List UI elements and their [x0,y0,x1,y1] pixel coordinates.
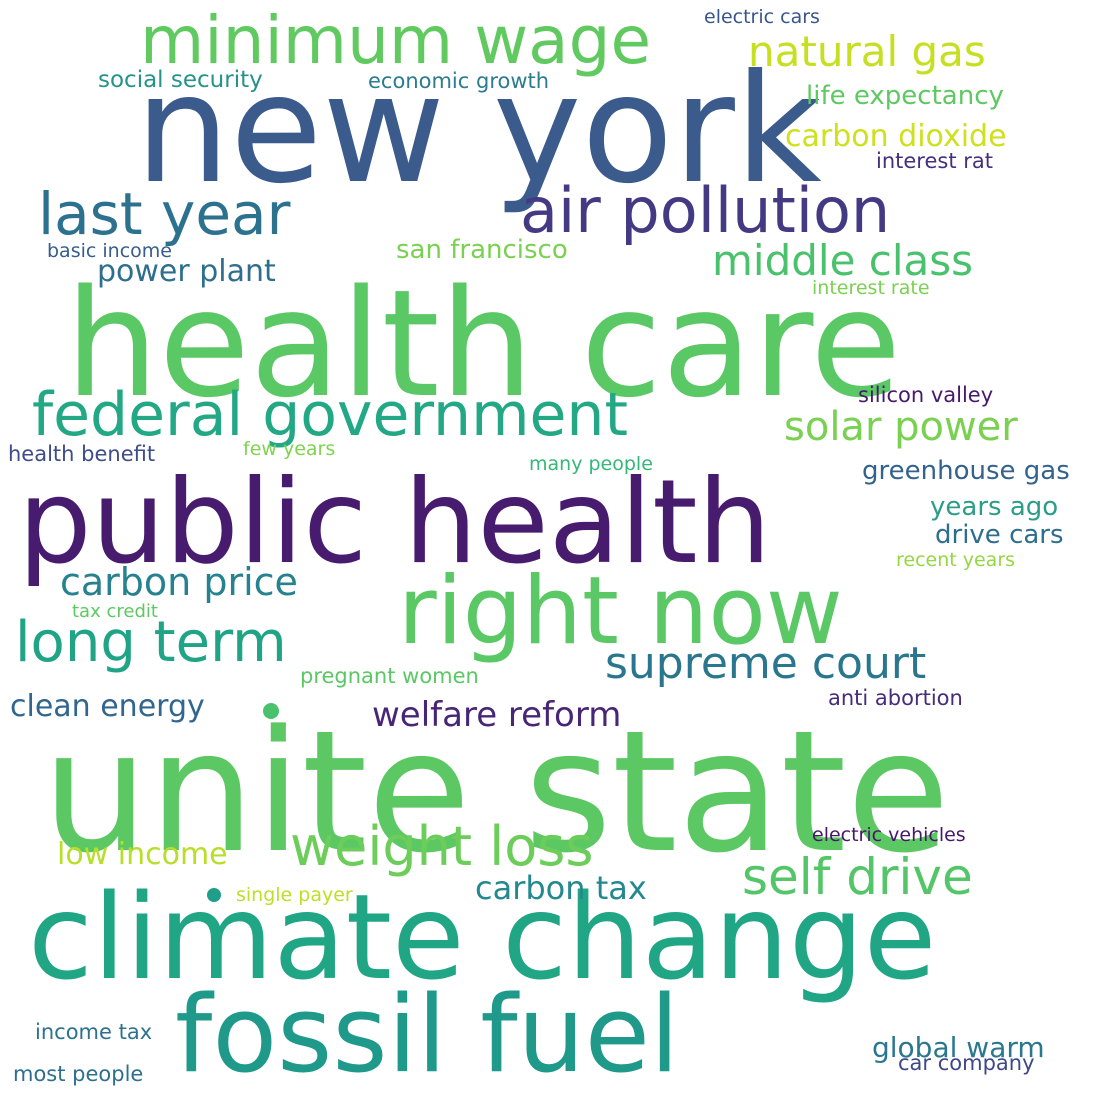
word-minimum-wage: minimum wage [140,2,652,79]
word-new-york: new york [135,43,822,217]
word-carbon-price: carbon price [60,560,298,604]
word-self-drive: self drive [742,848,973,906]
word-few-years: few years [243,438,336,460]
word-middle-class: middle class [712,236,974,285]
word-interest-rate: interest rate [812,277,930,299]
word-unite-state: unite state [42,694,950,890]
word-economic-growth: economic growth [368,69,550,93]
word-climate-change: climate change [28,868,937,1006]
word-solar-power: solar power [784,404,1018,450]
word-electric-vehicles: electric vehicles [812,824,966,846]
word-life-expectancy: life expectancy [806,81,1004,111]
word-federal-government: federal government [32,380,628,450]
word-silicon-valley: silicon valley [858,383,994,407]
word-fossil-fuel: fossil fuel [175,973,680,1096]
word-tax-credit: tax credit [72,601,158,622]
word-greenhouse-gas: greenhouse gas [862,456,1070,486]
word-public-health: public health [18,455,772,590]
word-income-tax: income tax [35,1020,153,1044]
word-most-people: most people [13,1062,144,1086]
word-global-warm: global warm [872,1031,1045,1064]
word-last-year: last year [38,180,291,248]
word-years-ago: years ago [930,492,1059,522]
dot-1 [263,703,279,719]
word-anti-abortion: anti abortion [828,686,963,710]
word-weight-loss: weight loss [290,815,594,878]
word-health-benefit: health benefit [8,442,156,466]
word-power-plant: power plant [97,254,276,289]
word-san-francisco: san francisco [396,235,568,265]
word-health-care: health care [65,258,902,430]
word-basic-income: basic income [47,240,172,262]
word-carbon-tax: carbon tax [475,869,647,907]
word-car-company: car company [898,1051,1035,1075]
word-welfare-reform: welfare reform [372,695,622,735]
word-long-term: long term [15,610,287,675]
word-right-now: right now [398,557,843,666]
word-supreme-court: supreme court [605,638,927,689]
word-many-people: many people [529,453,653,475]
word-recent-years: recent years [896,549,1016,571]
word-electric-cars: electric cars [704,6,820,28]
word-social-security: social security [98,67,263,93]
word-natural-gas: natural gas [748,27,986,76]
word-drive-cars: drive cars [935,520,1064,550]
word-clean-energy: clean energy [10,689,205,724]
dot-2 [207,888,221,902]
word-low-income: low income [57,837,228,872]
word-pregnant-women: pregnant women [300,664,479,688]
word-single-payer: single payer [236,884,353,906]
word-interest-rat: interest rat [876,149,993,173]
word-carbon-dioxide: carbon dioxide [785,119,1007,154]
word-air-pollution: air pollution [520,174,891,247]
